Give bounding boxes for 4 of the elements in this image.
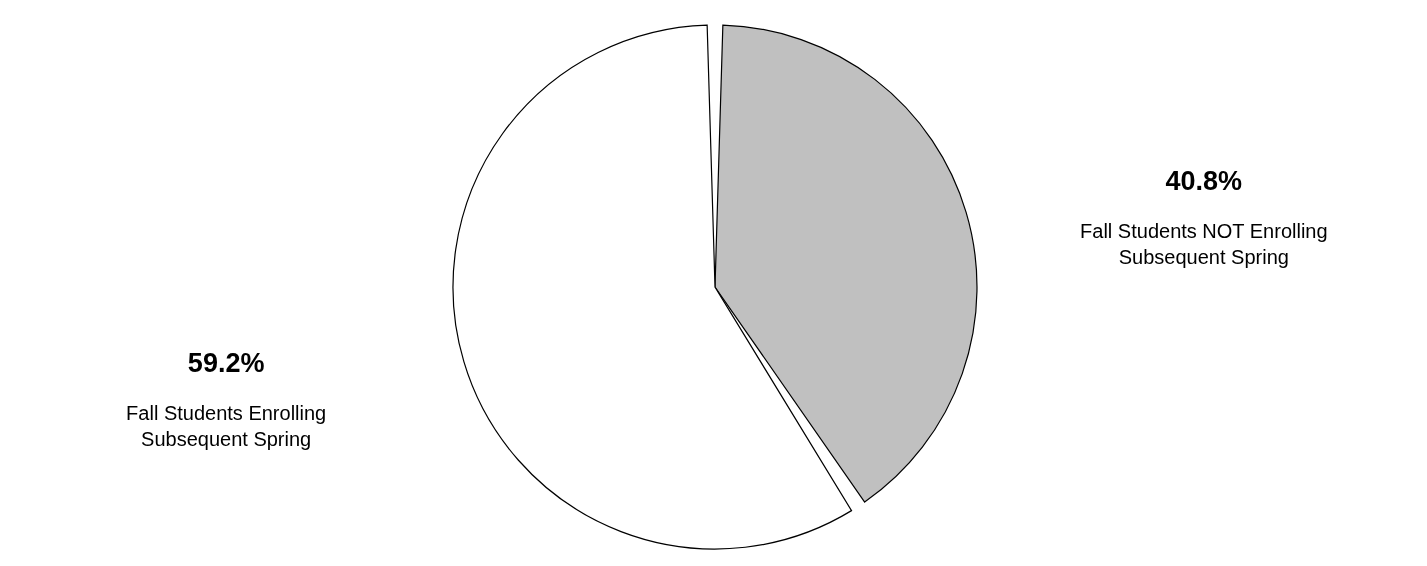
slice-label: Fall Students Enrolling Subsequent Spring <box>126 402 327 451</box>
slice-label: Fall Students NOT Enrolling Subsequent Spring <box>1080 219 1328 268</box>
data-label: 59.2% <box>187 348 265 379</box>
data-label: 40.8% <box>1165 165 1243 196</box>
